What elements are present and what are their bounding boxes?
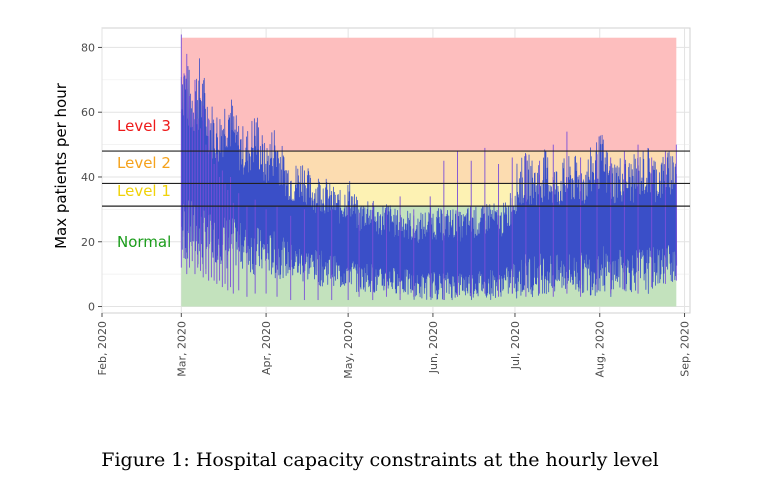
threshold-lines bbox=[102, 150, 690, 207]
zone-label-level-3: Level 3 bbox=[117, 117, 171, 135]
patients-series bbox=[180, 34, 678, 301]
x-tick-label: Jun, 2020 bbox=[427, 321, 440, 374]
y-tick-label: 0 bbox=[88, 301, 95, 314]
zone-label-normal: Normal bbox=[117, 233, 171, 251]
zone-label-level-1: Level 1 bbox=[117, 182, 171, 200]
zone-level-1 bbox=[181, 183, 677, 207]
y-axis-label: Max patients per hour bbox=[52, 82, 70, 249]
series-line bbox=[180, 58, 678, 301]
zone-labels: Normal Level 1 Level 2 Level 3 bbox=[117, 117, 171, 251]
x-tick-label: Sep, 2020 bbox=[679, 321, 692, 377]
capacity-chart: Normal Level 1 Level 2 Level 3 0 20 40 60 80 Fe… bbox=[52, 27, 692, 379]
zone-level-3 bbox=[181, 37, 677, 152]
x-tick-label: Mar, 2020 bbox=[175, 321, 188, 377]
y-tick-label: 80 bbox=[81, 41, 95, 54]
x-tick-label: Feb, 2020 bbox=[96, 321, 109, 375]
zone-label-level-2: Level 2 bbox=[117, 154, 171, 172]
figure-caption: Figure 1: Hospital capacity constraints … bbox=[101, 449, 659, 471]
x-tick-label: Aug, 2020 bbox=[594, 321, 607, 377]
y-axis: 0 20 40 60 80 bbox=[81, 41, 102, 314]
x-tick-label: Jul, 2020 bbox=[509, 321, 522, 370]
y-tick-label: 60 bbox=[81, 106, 95, 119]
y-tick-label: 20 bbox=[81, 236, 95, 249]
x-tick-label: May, 2020 bbox=[342, 321, 355, 379]
y-tick-label: 40 bbox=[81, 171, 95, 184]
x-axis: Feb, 2020 Mar, 2020 Apr, 2020 May, 2020 Jun,… bbox=[96, 313, 692, 379]
x-tick-label: Apr, 2020 bbox=[260, 321, 273, 375]
